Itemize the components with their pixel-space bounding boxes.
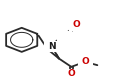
Text: N: N: [48, 42, 55, 51]
Text: O: O: [72, 20, 80, 29]
Text: O: O: [67, 69, 75, 78]
Text: O: O: [81, 57, 89, 66]
